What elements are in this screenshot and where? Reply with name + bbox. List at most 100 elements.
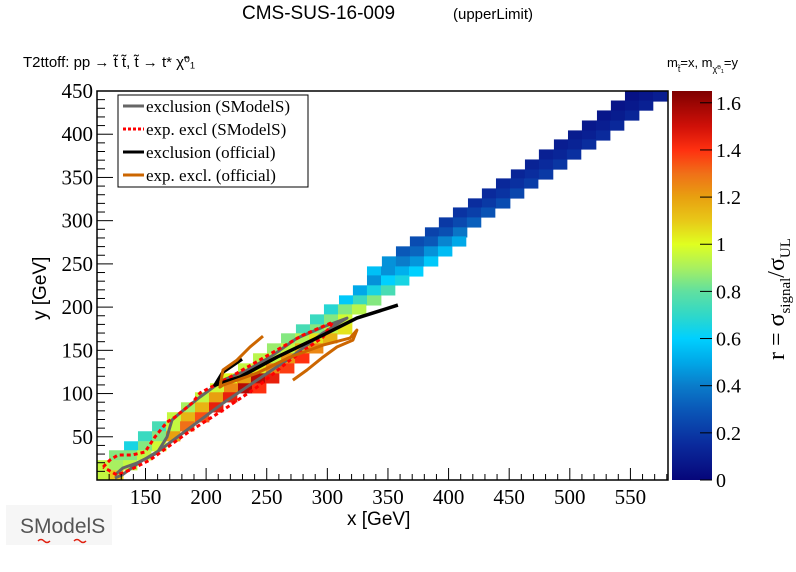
legend-entry-label: exclusion (SModelS) xyxy=(146,97,290,116)
heatmap-cell xyxy=(495,178,511,189)
heatmap-cell xyxy=(266,343,282,354)
heatmap-cell xyxy=(581,120,597,131)
heatmap-cell xyxy=(195,402,210,413)
heatmap-cell xyxy=(351,304,367,315)
heatmap-cell xyxy=(509,188,525,199)
zlabel-sub2: UL xyxy=(778,238,794,258)
heatmap-cell xyxy=(423,236,439,247)
heatmap-cell xyxy=(538,159,554,170)
heatmap-cell xyxy=(638,91,654,102)
heatmap-cell xyxy=(279,363,295,374)
heatmap-cell xyxy=(596,110,612,121)
x-axis: 150 200 250 300 350 400 450 500 550 xyxy=(96,468,668,509)
heatmap-cell xyxy=(552,159,568,170)
mass-label-sub1: t̃ xyxy=(677,64,682,74)
heatmap-cell xyxy=(352,285,368,296)
colorbar-axis: 0 0.2 0.4 0.6 0.8 1 1.2 1.4 1.6 xyxy=(700,93,741,492)
x-tick-label: 200 xyxy=(190,485,222,509)
heatmap-cell xyxy=(452,217,468,228)
colorbar-tick-label: 1.4 xyxy=(716,140,741,162)
zlabel-sub1: signal xyxy=(778,278,794,314)
heatmap-cell xyxy=(437,236,453,247)
heatmap-cell xyxy=(380,275,396,286)
x-axis-label: x [GeV] xyxy=(347,509,410,530)
y-axis: 50 100 150 200 250 300 350 400 450 xyxy=(62,79,113,472)
heatmap-cell xyxy=(180,412,196,423)
heatmap-cell xyxy=(610,100,626,111)
heatmap-cell xyxy=(366,285,382,296)
heatmap-cell xyxy=(510,169,526,180)
heatmap-cell xyxy=(223,383,239,394)
legend: exclusion (SModelS) exp. excl (SModelS) ex… xyxy=(117,94,309,188)
heatmap-cell xyxy=(394,275,410,286)
x-tick-label: 400 xyxy=(433,485,465,509)
heatmap-cell xyxy=(380,266,396,277)
heatmap-cell xyxy=(480,207,496,218)
heatmap-cell xyxy=(165,431,181,442)
heatmap-cell xyxy=(409,246,425,257)
contour-line xyxy=(102,320,335,477)
heatmap-cell xyxy=(366,275,382,286)
heatmap-cell xyxy=(553,139,569,150)
heatmap-cell xyxy=(310,314,325,325)
y-tick-label: 100 xyxy=(62,382,94,406)
mass-label-sub2: χ̃⁰₁ xyxy=(713,64,724,74)
heatmap-cell xyxy=(524,159,540,170)
heatmap-cell xyxy=(495,198,511,209)
heatmap-cell xyxy=(366,295,382,306)
y-tick-label: 200 xyxy=(62,295,94,319)
legend-entry-label: exp. excl. (official) xyxy=(146,166,276,185)
colorbar-tick-label: 0.8 xyxy=(716,281,741,303)
heatmap-cell xyxy=(581,139,597,150)
heatmap-cell xyxy=(638,100,654,111)
heatmap-cell xyxy=(452,207,468,218)
heatmap-cell xyxy=(566,149,582,160)
heatmap-cell xyxy=(324,314,339,325)
heatmap-cell xyxy=(209,383,225,394)
heatmap-cell xyxy=(395,256,411,267)
heatmap-cell xyxy=(109,460,124,471)
heatmap-cell xyxy=(208,392,224,403)
heatmap-cell xyxy=(524,169,540,180)
mass-label-eq2: =y xyxy=(724,55,739,70)
x-tick-label: 250 xyxy=(251,485,283,509)
heatmap-cell xyxy=(152,441,167,452)
contour-lines xyxy=(102,303,399,480)
logo-wave-icon xyxy=(37,538,87,544)
heatmap-cell xyxy=(395,246,411,257)
heatmap-cell xyxy=(466,217,482,228)
heatmap-cell xyxy=(337,324,353,335)
heatmap-cell xyxy=(251,383,267,394)
legend-entry-label: exp. excl (SModelS) xyxy=(146,120,286,139)
heatmap-cell xyxy=(424,227,440,238)
heatmap-cell xyxy=(624,100,640,111)
x-tick-label: 350 xyxy=(372,485,404,509)
y-tick-label: 450 xyxy=(62,79,94,103)
colorbar-tick-label: 0.4 xyxy=(716,376,741,398)
contour-line xyxy=(218,328,359,389)
chart-title-tag: (upperLimit) xyxy=(453,6,533,23)
heatmap-cell xyxy=(595,130,611,141)
heatmap-cell xyxy=(338,295,354,306)
colorbar-tick-label: 0.6 xyxy=(716,329,741,351)
heatmap-cell xyxy=(451,236,467,247)
heatmap-cell xyxy=(481,188,497,199)
y-tick-label: 250 xyxy=(62,252,94,276)
colorbar-tick-label: 1.2 xyxy=(716,187,741,209)
heatmap-cell xyxy=(323,333,338,344)
heatmap-cell xyxy=(538,149,554,160)
heatmap-cell xyxy=(337,304,353,315)
y-axis-label: y [GeV] xyxy=(30,257,51,320)
heatmap-cell xyxy=(624,91,640,102)
heatmap-cell xyxy=(366,266,382,277)
heatmap-cell xyxy=(437,246,453,257)
heatmap-cell xyxy=(523,178,539,189)
x-tick-label: 450 xyxy=(493,485,525,509)
y-tick-label: 50 xyxy=(72,425,93,449)
heatmap-cell xyxy=(97,470,110,481)
legend-box xyxy=(117,94,309,188)
heatmap-cell xyxy=(567,130,583,141)
heatmap-cell xyxy=(423,256,439,267)
colorbar-label: r = σsignal/σUL xyxy=(764,238,794,360)
